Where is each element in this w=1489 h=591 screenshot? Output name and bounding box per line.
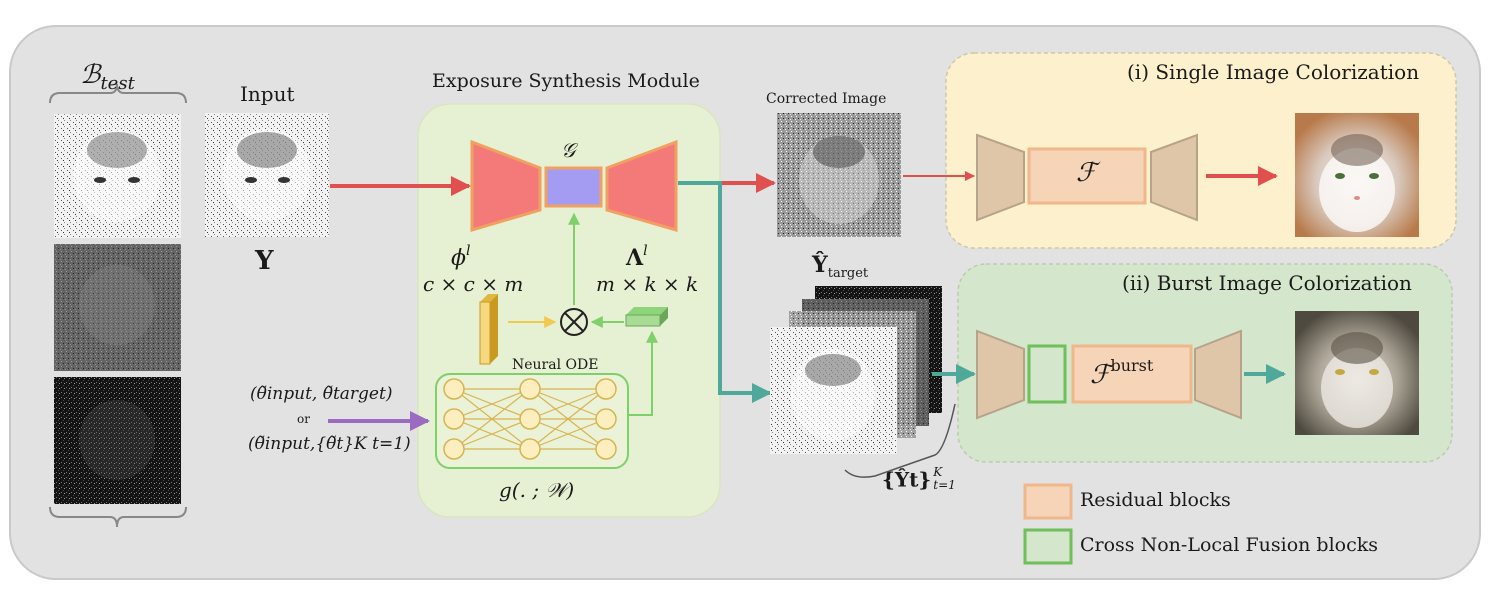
- burst-set-brace: [844, 403, 956, 478]
- params-or: or: [297, 412, 310, 426]
- single-encoder: [976, 133, 1025, 222]
- burst-decoder: [1194, 329, 1242, 420]
- burst-output-image: [1295, 311, 1419, 435]
- legend-residual-swatch: [1023, 483, 1073, 520]
- single-decoder: [1150, 133, 1198, 222]
- lambda-dims: m × k × k: [596, 272, 699, 296]
- burst-fusion-block: [1027, 344, 1067, 404]
- encoder-block: [470, 139, 542, 233]
- neural-ode-nodes: [443, 378, 617, 460]
- b-test-top-brace: [49, 83, 187, 104]
- ode-func-label: g(. ; 𝒲): [499, 478, 575, 502]
- phi-dims: c × c × m: [423, 272, 524, 296]
- y-target-label: Ŷtarget: [812, 252, 869, 281]
- corrected-image: [777, 113, 901, 237]
- decoder-block: [605, 139, 678, 232]
- phi-block: [479, 294, 498, 365]
- neural-ode-title: Neural ODE: [512, 357, 599, 373]
- b-test-label: ℬtest: [80, 60, 135, 94]
- input-symbol: Y: [255, 246, 274, 276]
- burst-residual-block: [1071, 344, 1193, 404]
- b-test-image-bright: [54, 114, 181, 238]
- multiply-operator: [560, 308, 588, 336]
- lambda-block: [625, 307, 668, 327]
- legend-residual-label: Residual blocks: [1080, 489, 1231, 511]
- neural-ode-network: [453, 388, 607, 450]
- single-output-image: [1295, 113, 1419, 237]
- burst-title: (ii) Burst Image Colorization: [1122, 271, 1412, 295]
- single-title: (i) Single Image Colorization: [1127, 60, 1420, 84]
- ode-output-arrow: [620, 330, 658, 416]
- single-f-symbol: ℱ: [1076, 158, 1097, 188]
- b-test-bottom-brace: [49, 506, 187, 528]
- generator-symbol: 𝒢: [561, 138, 576, 162]
- legend-fusion-swatch: [1023, 528, 1073, 565]
- params-line1: (θ̃input, θ̃target): [250, 384, 393, 404]
- legend-fusion-label: Cross Non-Local Fusion blocks: [1080, 534, 1379, 556]
- b-test-image-mid: [54, 244, 181, 371]
- esm-title: Exposure Synthesis Module: [432, 70, 700, 92]
- phi-label: ϕl: [451, 243, 471, 271]
- input-label: Input: [240, 82, 295, 106]
- input-image: [205, 113, 329, 237]
- generator-block: [544, 166, 603, 208]
- params-line2: (θ̃input,{θ̃t}K t=1): [248, 434, 411, 454]
- burst-image-stack: [770, 286, 942, 454]
- b-test-image-dark: [54, 377, 181, 504]
- lambda-label: Λl: [626, 243, 648, 271]
- burst-f-symbol: ℱburst: [1090, 356, 1154, 390]
- burst-encoder: [976, 329, 1025, 420]
- single-residual-block: [1027, 147, 1147, 205]
- burst-output-arrow: [678, 181, 772, 403]
- corrected-image-label: Corrected Image: [766, 91, 887, 107]
